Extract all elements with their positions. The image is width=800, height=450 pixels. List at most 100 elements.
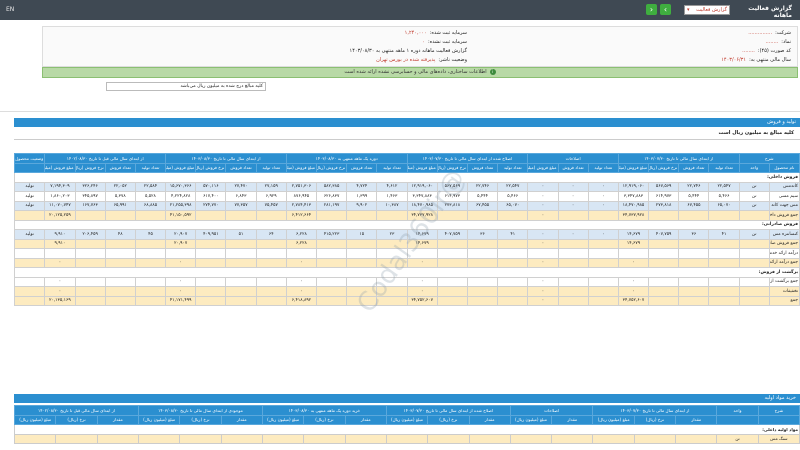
capital-row: سرمایه ثبت شده:۱,۲۴۰,۰۰۰	[405, 30, 467, 36]
column-group-header: اصلاح شده از ابتدای سال مالی تا تاریخ ۱۴…	[406, 153, 529, 164]
table-cell	[738, 276, 770, 287]
table-cell	[303, 433, 346, 444]
table-cell	[195, 248, 227, 259]
column-header: مبلغ (میلیون ریال)	[261, 414, 305, 425]
table-row: درآمد ارائه خدمات:	[13, 248, 800, 259]
table-cell	[557, 257, 589, 268]
table-cell: ۰	[527, 238, 559, 249]
table-cell: ۲,۷۵۱,۳۰۶	[285, 181, 318, 192]
chevron-down-icon: ▾	[687, 7, 690, 13]
table-cell: ۳۴,۷۳۷,۹۲۸	[406, 210, 438, 221]
table-cell	[708, 295, 740, 306]
table-cell	[738, 210, 770, 221]
table-cell	[675, 433, 718, 444]
table-cell	[96, 433, 140, 444]
table-cell	[708, 286, 740, 297]
language-toggle[interactable]: EN	[6, 6, 15, 13]
table-cell: ۱۵	[346, 229, 378, 240]
table-cell	[346, 257, 378, 268]
table-cell: ۲۷,۴۷۰	[225, 181, 257, 192]
table-cell	[376, 295, 408, 306]
table-cell: ۰	[165, 276, 197, 287]
table-cell	[346, 276, 378, 287]
table-cell	[385, 433, 429, 444]
table-cell: ۱۸,۴۷۰,۹۸۵	[617, 200, 650, 211]
table-cell	[376, 257, 408, 268]
table-cell: ۶۷,۴۵۵	[466, 200, 499, 211]
table-cell: ۲۰۶,۴۵۹	[74, 229, 106, 240]
table-cell: ۶۵,۹۹۱	[104, 200, 136, 211]
table-cell	[406, 248, 438, 259]
unregistered-capital-label: سرمایه ثبت نشده:	[428, 39, 467, 45]
table-cell: ۰	[527, 210, 559, 221]
table-cell: ۰	[527, 191, 559, 202]
status-value: پذیرفته شده در بورس تهران	[376, 57, 436, 63]
column-header: نرخ فروش (ریال)	[74, 162, 106, 173]
symbol-value: ........	[765, 39, 779, 45]
table-cell: ۶,۴۱۲,۶۶۴	[285, 210, 318, 221]
table-cell	[436, 257, 468, 268]
table-cell: ۲۰,۹۰۷	[165, 229, 197, 240]
table-cell	[344, 433, 387, 444]
section-raw-material-header: خرید مواد اولیه	[14, 394, 800, 403]
table-cell	[436, 286, 468, 297]
table-cell: ۱۴,۶۷۹	[617, 229, 650, 240]
column-header: مبلغ فروش (میلیون ریال)	[617, 162, 650, 173]
table-cell: ۶۱۷,۴۰۰	[195, 191, 227, 202]
section-production-sales-header: تولید و فروش	[14, 118, 800, 127]
column-header: واحد	[738, 162, 770, 173]
table-cell: ۰	[587, 181, 619, 192]
table-cell	[376, 276, 408, 287]
table-cell: ۱۰,۳۸۷	[376, 200, 408, 211]
column-header: تعداد فروش	[104, 162, 136, 173]
table-cell	[195, 238, 227, 249]
table-row: جمع فروش صادراتی ۱۴,۶۷۹ ۰ ۱۴,۶۷۹ ۶,۲۲۸ ۲۰,۹۰۷…	[13, 238, 800, 249]
table-cell: ۲۸۱,۱۹۷	[315, 200, 348, 211]
table-cell	[527, 248, 559, 259]
table-cell	[179, 433, 222, 444]
table-sub-header-row: مقدار نرخ (ریال) مبلغ (میلیون ریال) مقدار مب…	[13, 414, 800, 425]
table-cell: تن	[738, 191, 770, 202]
table-cell	[104, 238, 136, 249]
table-cell: ۲۲,۵۴۷	[708, 181, 740, 192]
table-group-header-row: شرح از ابتدای سال مالی تا تاریخ ۱۴۰۳/۰۷/۳…	[13, 153, 800, 164]
table-cell: تن	[738, 229, 770, 240]
next-arrow-icon[interactable]: ›	[660, 4, 671, 15]
table-cell	[678, 257, 710, 268]
table-cell: تن	[738, 181, 770, 192]
table-cell: تن	[716, 433, 759, 444]
fiscal-label: سال مالی منتهی به:	[749, 57, 791, 63]
table-cell	[225, 286, 257, 297]
column-header	[13, 162, 46, 173]
table-cell	[708, 238, 740, 249]
table-cell	[104, 248, 136, 259]
table-cell: ۵۱	[225, 229, 257, 240]
table-cell: ۴۸	[104, 229, 136, 240]
table-cell	[436, 248, 468, 259]
report-type-select[interactable]: گزارش فعالیت ▾	[684, 5, 730, 15]
table-cell: ۰	[557, 200, 589, 211]
table-cell	[587, 257, 619, 268]
table-cell	[13, 248, 46, 259]
column-header: مبلغ (میلیون ریال)	[592, 414, 635, 425]
column-header: مقدار	[675, 414, 718, 425]
table-cell	[436, 295, 468, 306]
table-cell	[497, 276, 529, 287]
table-cell	[13, 276, 46, 287]
table-cell: ۳۶	[466, 229, 499, 240]
table-row: جمع درآمد ارائه خدمات ۰ ۰ ۰ ۰ ۰ ۰	[13, 257, 800, 268]
table-cell: ۰	[557, 229, 589, 240]
table-cell: ۳۴,۷۵۲,۶۰۷	[617, 295, 650, 306]
report-select-value: گزارش فعالیت	[696, 7, 727, 13]
table-row: مواد اولیه داخلی:	[14, 424, 800, 435]
notice-text: اطلاعات ساختاری، داده‌های مالی و حسابرسی…	[344, 69, 487, 75]
row-label: کنسانتره مس	[768, 229, 800, 240]
table-cell	[557, 210, 589, 221]
column-header: مبلغ (میلیون ریال)	[13, 414, 57, 425]
symbol-label: نماد:	[781, 39, 791, 45]
status-label: وضعیت ناشر:	[438, 57, 467, 63]
table-cell: ۲۱,۲۵۵,۳۹۸	[165, 200, 197, 211]
table-cell	[738, 257, 770, 268]
prev-arrow-icon[interactable]: ‹	[646, 4, 657, 15]
table-cell	[104, 276, 136, 287]
